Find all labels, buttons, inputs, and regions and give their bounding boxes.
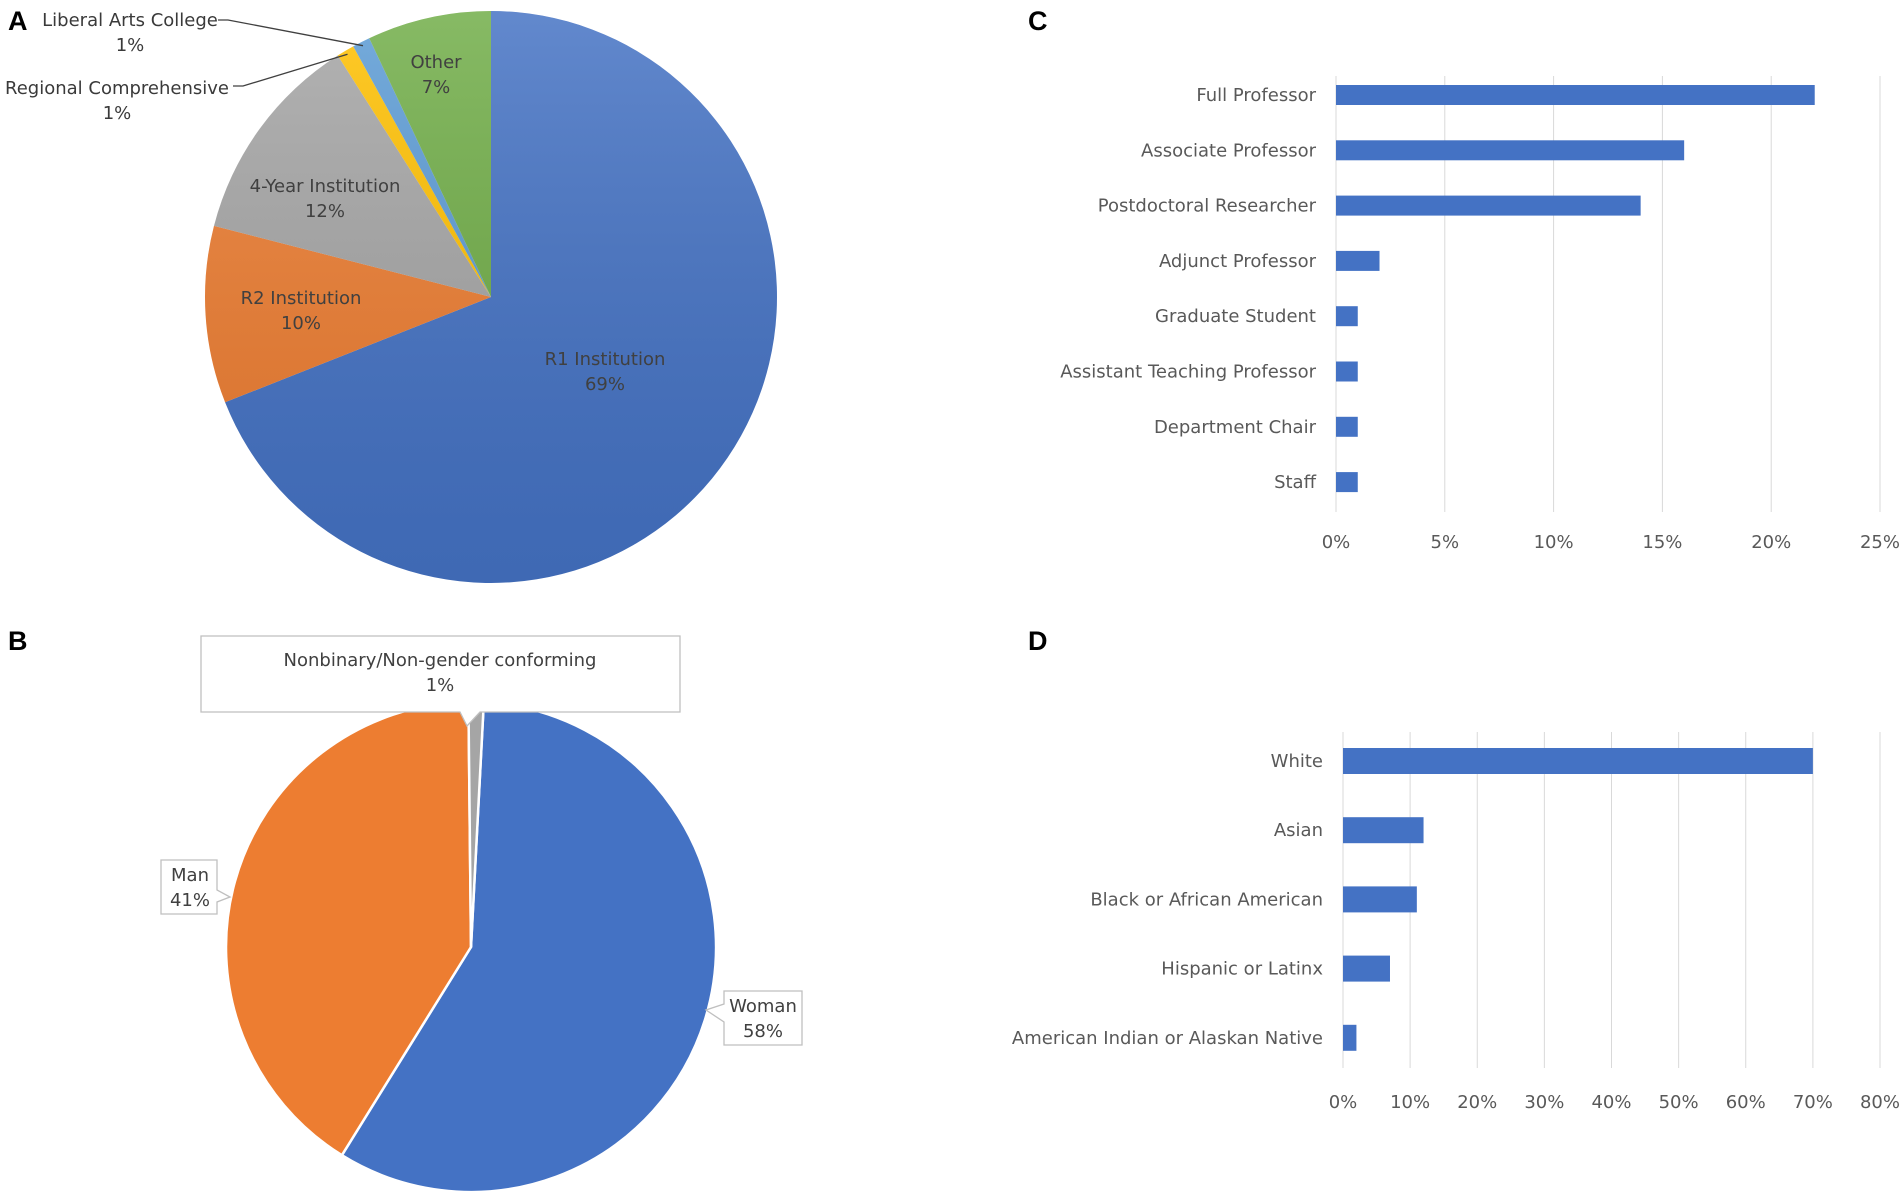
leader-line-liberal-arts-college	[218, 19, 364, 47]
category-label-white: White	[1271, 751, 1323, 772]
category-label-associate-professor: Associate Professor	[1141, 140, 1317, 161]
x-tick-label: 20%	[1751, 532, 1791, 553]
label-4-year-institution: 4-Year Institution 12%	[250, 176, 401, 222]
slice-woman	[340, 701, 718, 1194]
x-tick-label: 40%	[1591, 1092, 1631, 1113]
pie-labels-institution: R1 Institution 69% R2 Institution 10% 4-Year…	[5, 10, 665, 395]
category-label-assistant-teaching-professor: Assistant Teaching Professor	[1060, 362, 1316, 383]
x-tick-label: 0%	[1329, 1092, 1358, 1113]
callout-nonbinary	[200, 635, 681, 728]
bar-chart-ethnicity: 0% 10% 20% 30% 40% 50% 60% 70% 80% White Asian Blac…	[1012, 732, 1900, 1113]
bar-staff	[1336, 472, 1358, 493]
bar-postdoctoral-researcher	[1336, 195, 1641, 216]
bar-black-or-african-american	[1343, 886, 1417, 913]
x-tick-label: 50%	[1659, 1092, 1699, 1113]
label-r2-institution: R2 Institution 10%	[241, 288, 362, 334]
bar-assistant-teaching-professor	[1336, 361, 1358, 382]
panel-label-c: C	[1028, 6, 1048, 36]
x-tick-label: 5%	[1431, 532, 1460, 553]
category-label-full-professor: Full Professor	[1196, 85, 1316, 106]
category-label-hispanic-or-latinx: Hispanic or Latinx	[1161, 959, 1323, 980]
bar-american-indian-or-alaskan-native	[1343, 1024, 1357, 1051]
bar-graduate-student	[1336, 306, 1358, 327]
pie-chart-gender	[224, 700, 718, 1194]
panel-label-b: B	[8, 626, 28, 656]
category-label-american-indian-or-alaskan-native: American Indian or Alaskan Native	[1012, 1028, 1323, 1049]
pie-labels-gender: Woman 58% Man 41% Nonbinary/Non-gender confo…	[160, 635, 803, 1046]
category-label-adjunct-professor: Adjunct Professor	[1159, 251, 1317, 272]
callout-woman	[704, 990, 803, 1046]
panel-label-a: A	[8, 6, 28, 36]
x-tick-label: 20%	[1457, 1092, 1497, 1113]
x-tick-label: 60%	[1726, 1092, 1766, 1113]
category-label-postdoctoral-researcher: Postdoctoral Researcher	[1098, 196, 1317, 217]
bar-adjunct-professor	[1336, 250, 1380, 271]
leader-line-regional-comprehensive	[233, 53, 348, 87]
x-tick-label: 70%	[1793, 1092, 1833, 1113]
bar-white	[1343, 748, 1813, 774]
bar-full-professor	[1336, 85, 1815, 105]
label-man: Man 41%	[170, 865, 210, 911]
category-label-department-chair: Department Chair	[1154, 417, 1317, 438]
label-other: Other 7%	[410, 52, 462, 98]
bar-chart-position: 0% 5% 10% 15% 20% 25% Full Professor Associate …	[1060, 76, 1900, 553]
label-woman: Woman 58%	[729, 996, 797, 1042]
category-label-graduate-student: Graduate Student	[1155, 306, 1316, 327]
x-tick-label: 30%	[1524, 1092, 1564, 1113]
x-tick-label: 25%	[1860, 532, 1900, 553]
x-tick-label: 0%	[1322, 532, 1351, 553]
x-tick-label: 10%	[1390, 1092, 1430, 1113]
x-tick-label: 80%	[1860, 1092, 1900, 1113]
category-label-asian: Asian	[1274, 820, 1323, 841]
label-nonbinary: Nonbinary/Non-gender conforming 1%	[284, 650, 597, 696]
category-label-staff: Staff	[1274, 472, 1317, 493]
x-tick-label: 10%	[1534, 532, 1574, 553]
label-r1-institution: R1 Institution 69%	[545, 349, 666, 395]
bar-department-chair	[1336, 416, 1358, 437]
panel-label-d: D	[1028, 626, 1048, 656]
label-liberal-arts-college: Liberal Arts College 1%	[42, 10, 218, 56]
slice-man	[224, 700, 473, 1157]
callout-man	[160, 859, 232, 915]
x-tick-label: 15%	[1642, 532, 1682, 553]
bar-associate-professor	[1336, 140, 1685, 161]
category-label-black-or-african-american: Black or African American	[1090, 889, 1323, 910]
bar-hispanic-or-latinx	[1343, 955, 1390, 982]
label-regional-comprehensive: Regional Comprehensive 1%	[5, 78, 229, 124]
bar-asian	[1343, 817, 1424, 844]
